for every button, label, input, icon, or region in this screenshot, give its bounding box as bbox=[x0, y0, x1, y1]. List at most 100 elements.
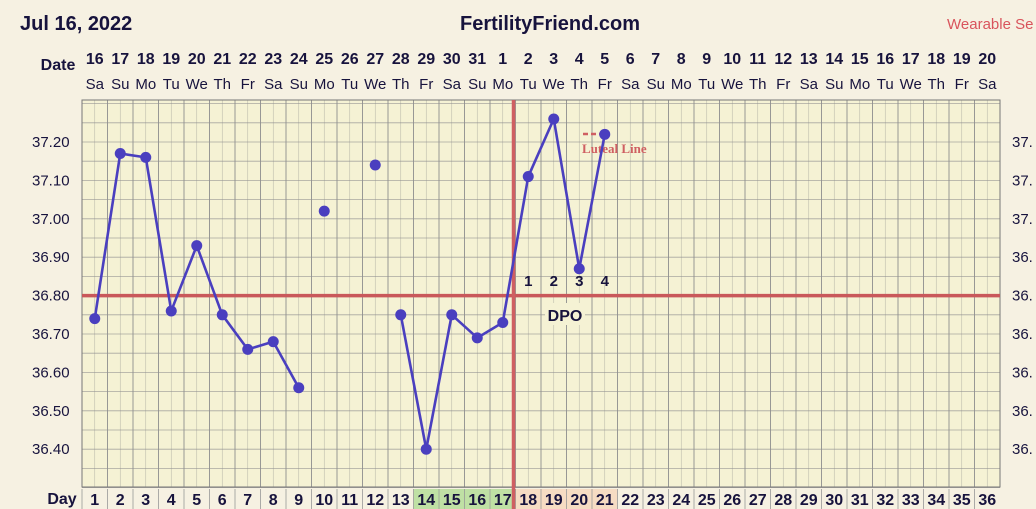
weekday-label: Th bbox=[570, 76, 588, 93]
y-tick-label-right: 36. bbox=[1012, 288, 1033, 305]
temperature-point[interactable] bbox=[497, 316, 509, 328]
weekday-label: Tu bbox=[520, 76, 537, 93]
weekday-label: Su bbox=[111, 76, 129, 93]
day-label: 32 bbox=[876, 492, 894, 509]
weekday-label: Th bbox=[749, 76, 767, 93]
day-label: 12 bbox=[366, 492, 384, 509]
day-label: 33 bbox=[902, 492, 920, 509]
weekday-label: Fr bbox=[598, 76, 612, 93]
temperature-point[interactable] bbox=[242, 343, 254, 355]
weekday-label: Sa bbox=[800, 76, 819, 93]
temperature-point[interactable] bbox=[471, 332, 483, 344]
date-label: 20 bbox=[188, 51, 206, 68]
day-label: 24 bbox=[672, 492, 690, 509]
date-label: 27 bbox=[366, 51, 384, 68]
temperature-line-segment bbox=[93, 153, 122, 319]
temperature-line-segment bbox=[577, 134, 607, 269]
temperature-point[interactable] bbox=[573, 263, 585, 275]
day-label: 21 bbox=[596, 492, 614, 509]
dpo-number: 4 bbox=[601, 273, 610, 290]
temperature-point[interactable] bbox=[293, 382, 305, 394]
y-tick-label: 37.20 bbox=[32, 134, 70, 151]
date-label: 28 bbox=[392, 51, 410, 68]
wearable-link[interactable]: Wearable Se bbox=[947, 16, 1034, 33]
temperature-point[interactable] bbox=[369, 159, 381, 171]
temperature-point[interactable] bbox=[267, 336, 279, 348]
y-tick-label-right: 36. bbox=[1012, 441, 1033, 458]
day-label: 20 bbox=[570, 492, 588, 509]
day-label: 26 bbox=[723, 492, 741, 509]
day-label: 15 bbox=[443, 492, 461, 509]
temperature-point[interactable] bbox=[395, 309, 407, 321]
weekday-label: Fr bbox=[241, 76, 255, 93]
temperature-point[interactable] bbox=[522, 171, 534, 183]
temperature-point[interactable] bbox=[318, 205, 330, 217]
dpo-number: 1 bbox=[524, 273, 532, 290]
y-tick-label-right: 37. bbox=[1012, 211, 1033, 228]
day-label: 23 bbox=[647, 492, 665, 509]
day-cell-highlight bbox=[515, 489, 541, 509]
date-label: 18 bbox=[137, 51, 155, 68]
dpo-number: 3 bbox=[575, 273, 583, 290]
temperature-line-segment bbox=[221, 314, 249, 351]
day-label: 27 bbox=[749, 492, 767, 509]
y-tick-label: 36.70 bbox=[32, 326, 70, 343]
temperature-point[interactable] bbox=[446, 309, 458, 321]
date-label: 15 bbox=[851, 51, 869, 68]
date-label: 20 bbox=[978, 51, 996, 68]
date-label: 11 bbox=[749, 51, 766, 68]
date-label: 13 bbox=[800, 51, 818, 68]
day-label: 10 bbox=[315, 492, 333, 509]
day-label: 25 bbox=[698, 492, 716, 509]
weekday-label: Fr bbox=[955, 76, 969, 93]
day-cell-highlight bbox=[592, 489, 618, 509]
temperature-point[interactable] bbox=[191, 240, 203, 252]
site-title[interactable]: FertilityFriend.com bbox=[460, 13, 641, 35]
y-tick-label: 36.40 bbox=[32, 441, 70, 458]
date-label: 17 bbox=[902, 51, 920, 68]
y-tick-label: 37.10 bbox=[32, 172, 70, 189]
weekday-label: We bbox=[364, 76, 386, 93]
temperature-line-segment bbox=[450, 313, 479, 339]
date-label: 19 bbox=[162, 51, 180, 68]
day-label: 34 bbox=[927, 492, 945, 509]
day-label: 36 bbox=[978, 492, 996, 509]
day-cell-highlight bbox=[413, 489, 439, 509]
y-tick-label: 37.00 bbox=[32, 211, 70, 228]
date-label: 16 bbox=[86, 51, 104, 68]
date-label: 31 bbox=[468, 51, 486, 68]
y-tick-label-right: 36. bbox=[1012, 326, 1033, 343]
weekday-label: Su bbox=[290, 76, 308, 93]
weekday-label: Tu bbox=[877, 76, 894, 93]
temperature-point[interactable] bbox=[548, 113, 560, 125]
day-label: 22 bbox=[621, 492, 639, 509]
date-label: 8 bbox=[677, 51, 686, 68]
day-label: 13 bbox=[392, 492, 410, 509]
date-label: 16 bbox=[876, 51, 894, 68]
temperature-point[interactable] bbox=[216, 309, 228, 321]
date-label: 25 bbox=[315, 51, 333, 68]
date-label: 18 bbox=[927, 51, 945, 68]
date-label: 30 bbox=[443, 51, 461, 68]
weekday-label: Su bbox=[647, 76, 665, 93]
temperature-point[interactable] bbox=[140, 151, 152, 163]
day-label: 1 bbox=[90, 492, 99, 509]
temperature-point[interactable] bbox=[599, 128, 611, 140]
temperature-point[interactable] bbox=[114, 148, 126, 160]
weekday-label: Mo bbox=[492, 76, 513, 93]
temperature-point[interactable] bbox=[89, 313, 101, 325]
y-tick-label-right: 37. bbox=[1012, 172, 1033, 189]
weekday-label: We bbox=[900, 76, 922, 93]
date-label: 12 bbox=[774, 51, 792, 68]
weekday-label: Su bbox=[825, 76, 843, 93]
temperature-point[interactable] bbox=[420, 443, 432, 455]
weekday-label: Sa bbox=[443, 76, 462, 93]
chart-header: Jul 16, 2022 FertilityFriend.com Wearabl… bbox=[0, 0, 1036, 46]
date-label: 10 bbox=[723, 51, 741, 68]
temperature-line-segment bbox=[170, 245, 198, 312]
temperature-line-segment bbox=[399, 314, 428, 450]
day-label: 29 bbox=[800, 492, 818, 509]
weekday-label: Th bbox=[392, 76, 410, 93]
temperature-point[interactable] bbox=[165, 305, 177, 317]
